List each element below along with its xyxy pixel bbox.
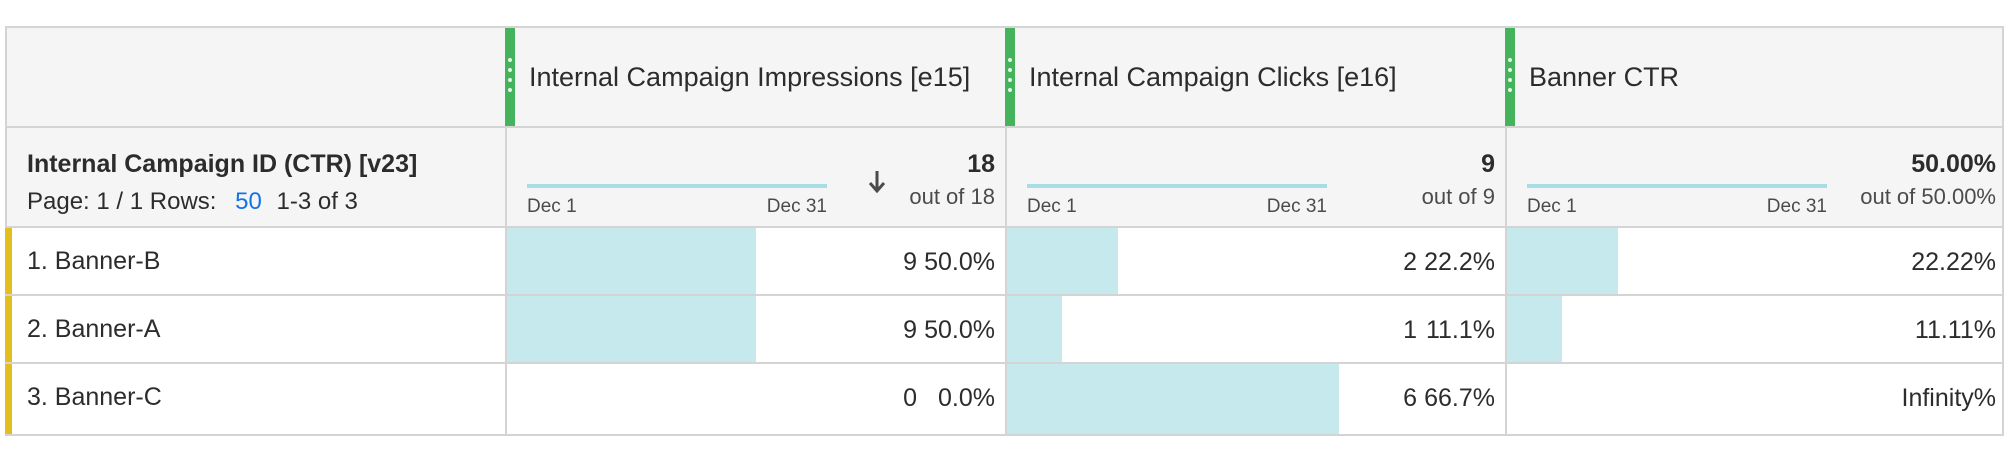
column-total: 50.00%	[1911, 150, 1996, 178]
column-total-out-of: out of 50.00%	[1860, 184, 1996, 209]
trend-sparkline: Dec 1 Dec 31	[527, 184, 827, 224]
row-selection-marker	[5, 364, 12, 434]
trend-end-date: Dec 31	[1766, 196, 1827, 217]
table-cell[interactable]: 1 11.1%	[1005, 296, 1505, 362]
trend-start-date: Dec 1	[1027, 196, 1077, 217]
page-indicator: Page: 1 / 1	[27, 188, 144, 215]
sort-descending-icon[interactable]	[865, 168, 889, 196]
summary-cell-clicks: Dec 1 Dec 31 9 out of 9	[1005, 128, 1505, 226]
summary-row: Internal Campaign ID (CTR) [v23] Page: 1…	[7, 128, 2002, 228]
trend-end-date: Dec 31	[1266, 196, 1327, 217]
value-bar	[507, 228, 756, 294]
column-title: Banner CTR	[1529, 62, 1680, 92]
table-row[interactable]: 2. Banner-A 9 50.0% 1 11.1% 11.11%	[5, 296, 2002, 364]
value-bar	[1507, 228, 1618, 294]
summary-cell-banner-ctr: Dec 1 Dec 31 50.00% out of 50.00%	[1505, 128, 2006, 226]
drag-handle-icon[interactable]	[1505, 28, 1515, 126]
table-cell[interactable]: 11.11%	[1505, 296, 2006, 362]
column-total: 18	[967, 150, 995, 178]
row-label[interactable]: 3. Banner-C	[27, 383, 162, 411]
trend-start-date: Dec 1	[1527, 196, 1577, 217]
cell-percent: 11.1%	[1425, 316, 1495, 344]
column-header-banner-ctr[interactable]: Banner CTR	[1505, 28, 2006, 126]
column-header-clicks[interactable]: Internal Campaign Clicks [e16]	[1005, 28, 1505, 126]
pagination: Page: 1 / 1 Rows: 50 1-3 of 3	[27, 188, 358, 216]
drag-handle-icon[interactable]	[505, 28, 515, 126]
table-cell[interactable]: 9 50.0%	[505, 296, 1005, 362]
column-title: Internal Campaign Clicks [e16]	[1029, 62, 1397, 92]
table-cell[interactable]: Infinity%	[1505, 364, 2006, 434]
rows-per-page-link[interactable]: 50	[235, 188, 262, 215]
rows-label: Rows:	[149, 188, 217, 215]
table-cell[interactable]: 9 50.0%	[505, 228, 1005, 294]
cell-value: 1	[1403, 316, 1417, 344]
value-bar	[507, 296, 756, 362]
cell-percent: 0.0%	[938, 384, 995, 412]
cell-value: 2	[1403, 248, 1417, 276]
row-range: 1-3 of 3	[276, 188, 358, 215]
drag-handle-icon[interactable]	[1005, 28, 1015, 126]
table-row[interactable]: 3. Banner-C 0 0.0% 6 66.7% Infinity%	[5, 364, 2002, 434]
column-total: 9	[1481, 150, 1495, 178]
column-total-out-of: out of 18	[909, 184, 995, 209]
cell-value: 11.11%	[1914, 316, 1996, 344]
column-title: Internal Campaign Impressions [e15]	[529, 62, 971, 92]
trend-end-date: Dec 31	[766, 196, 827, 217]
value-bar	[1507, 296, 1563, 362]
cell-value: 0	[903, 384, 917, 412]
value-bar	[1007, 364, 1340, 434]
summary-cell-impressions: Dec 1 Dec 31 18 out of 18	[505, 128, 1005, 226]
metric-header-row: Internal Campaign Impressions [e15] Inte…	[7, 26, 2002, 128]
cell-percent: 50.0%	[924, 248, 995, 276]
cell-percent: 50.0%	[924, 316, 995, 344]
cell-value: Infinity%	[1901, 384, 1996, 412]
cell-value: 22.22%	[1911, 248, 1996, 276]
cell-percent: 22.2%	[1424, 248, 1495, 276]
cell-value: 9	[903, 316, 917, 344]
row-selection-marker	[5, 228, 12, 294]
row-selection-marker	[5, 296, 12, 362]
value-bar	[1007, 296, 1063, 362]
cell-value: 6	[1403, 384, 1417, 412]
freeform-table: Internal Campaign Impressions [e15] Inte…	[5, 26, 2004, 436]
value-bar	[1007, 228, 1118, 294]
column-header-impressions[interactable]: Internal Campaign Impressions [e15]	[505, 28, 1005, 126]
dimension-title[interactable]: Internal Campaign ID (CTR) [v23]	[27, 150, 418, 178]
trend-sparkline: Dec 1 Dec 31	[1527, 184, 1827, 224]
trend-start-date: Dec 1	[527, 196, 577, 217]
row-label[interactable]: 2. Banner-A	[27, 315, 161, 343]
column-total-out-of: out of 9	[1421, 184, 1495, 209]
table-cell[interactable]: 0 0.0%	[505, 364, 1005, 434]
table-row[interactable]: 1. Banner-B 9 50.0% 2 22.2% 22.22%	[5, 228, 2002, 296]
cell-value: 9	[903, 248, 917, 276]
table-cell[interactable]: 2 22.2%	[1005, 228, 1505, 294]
table-cell[interactable]: 22.22%	[1505, 228, 2006, 294]
table-cell[interactable]: 6 66.7%	[1005, 364, 1505, 434]
cell-percent: 66.7%	[1424, 384, 1495, 412]
trend-sparkline: Dec 1 Dec 31	[1027, 184, 1327, 224]
row-label[interactable]: 1. Banner-B	[27, 247, 161, 275]
